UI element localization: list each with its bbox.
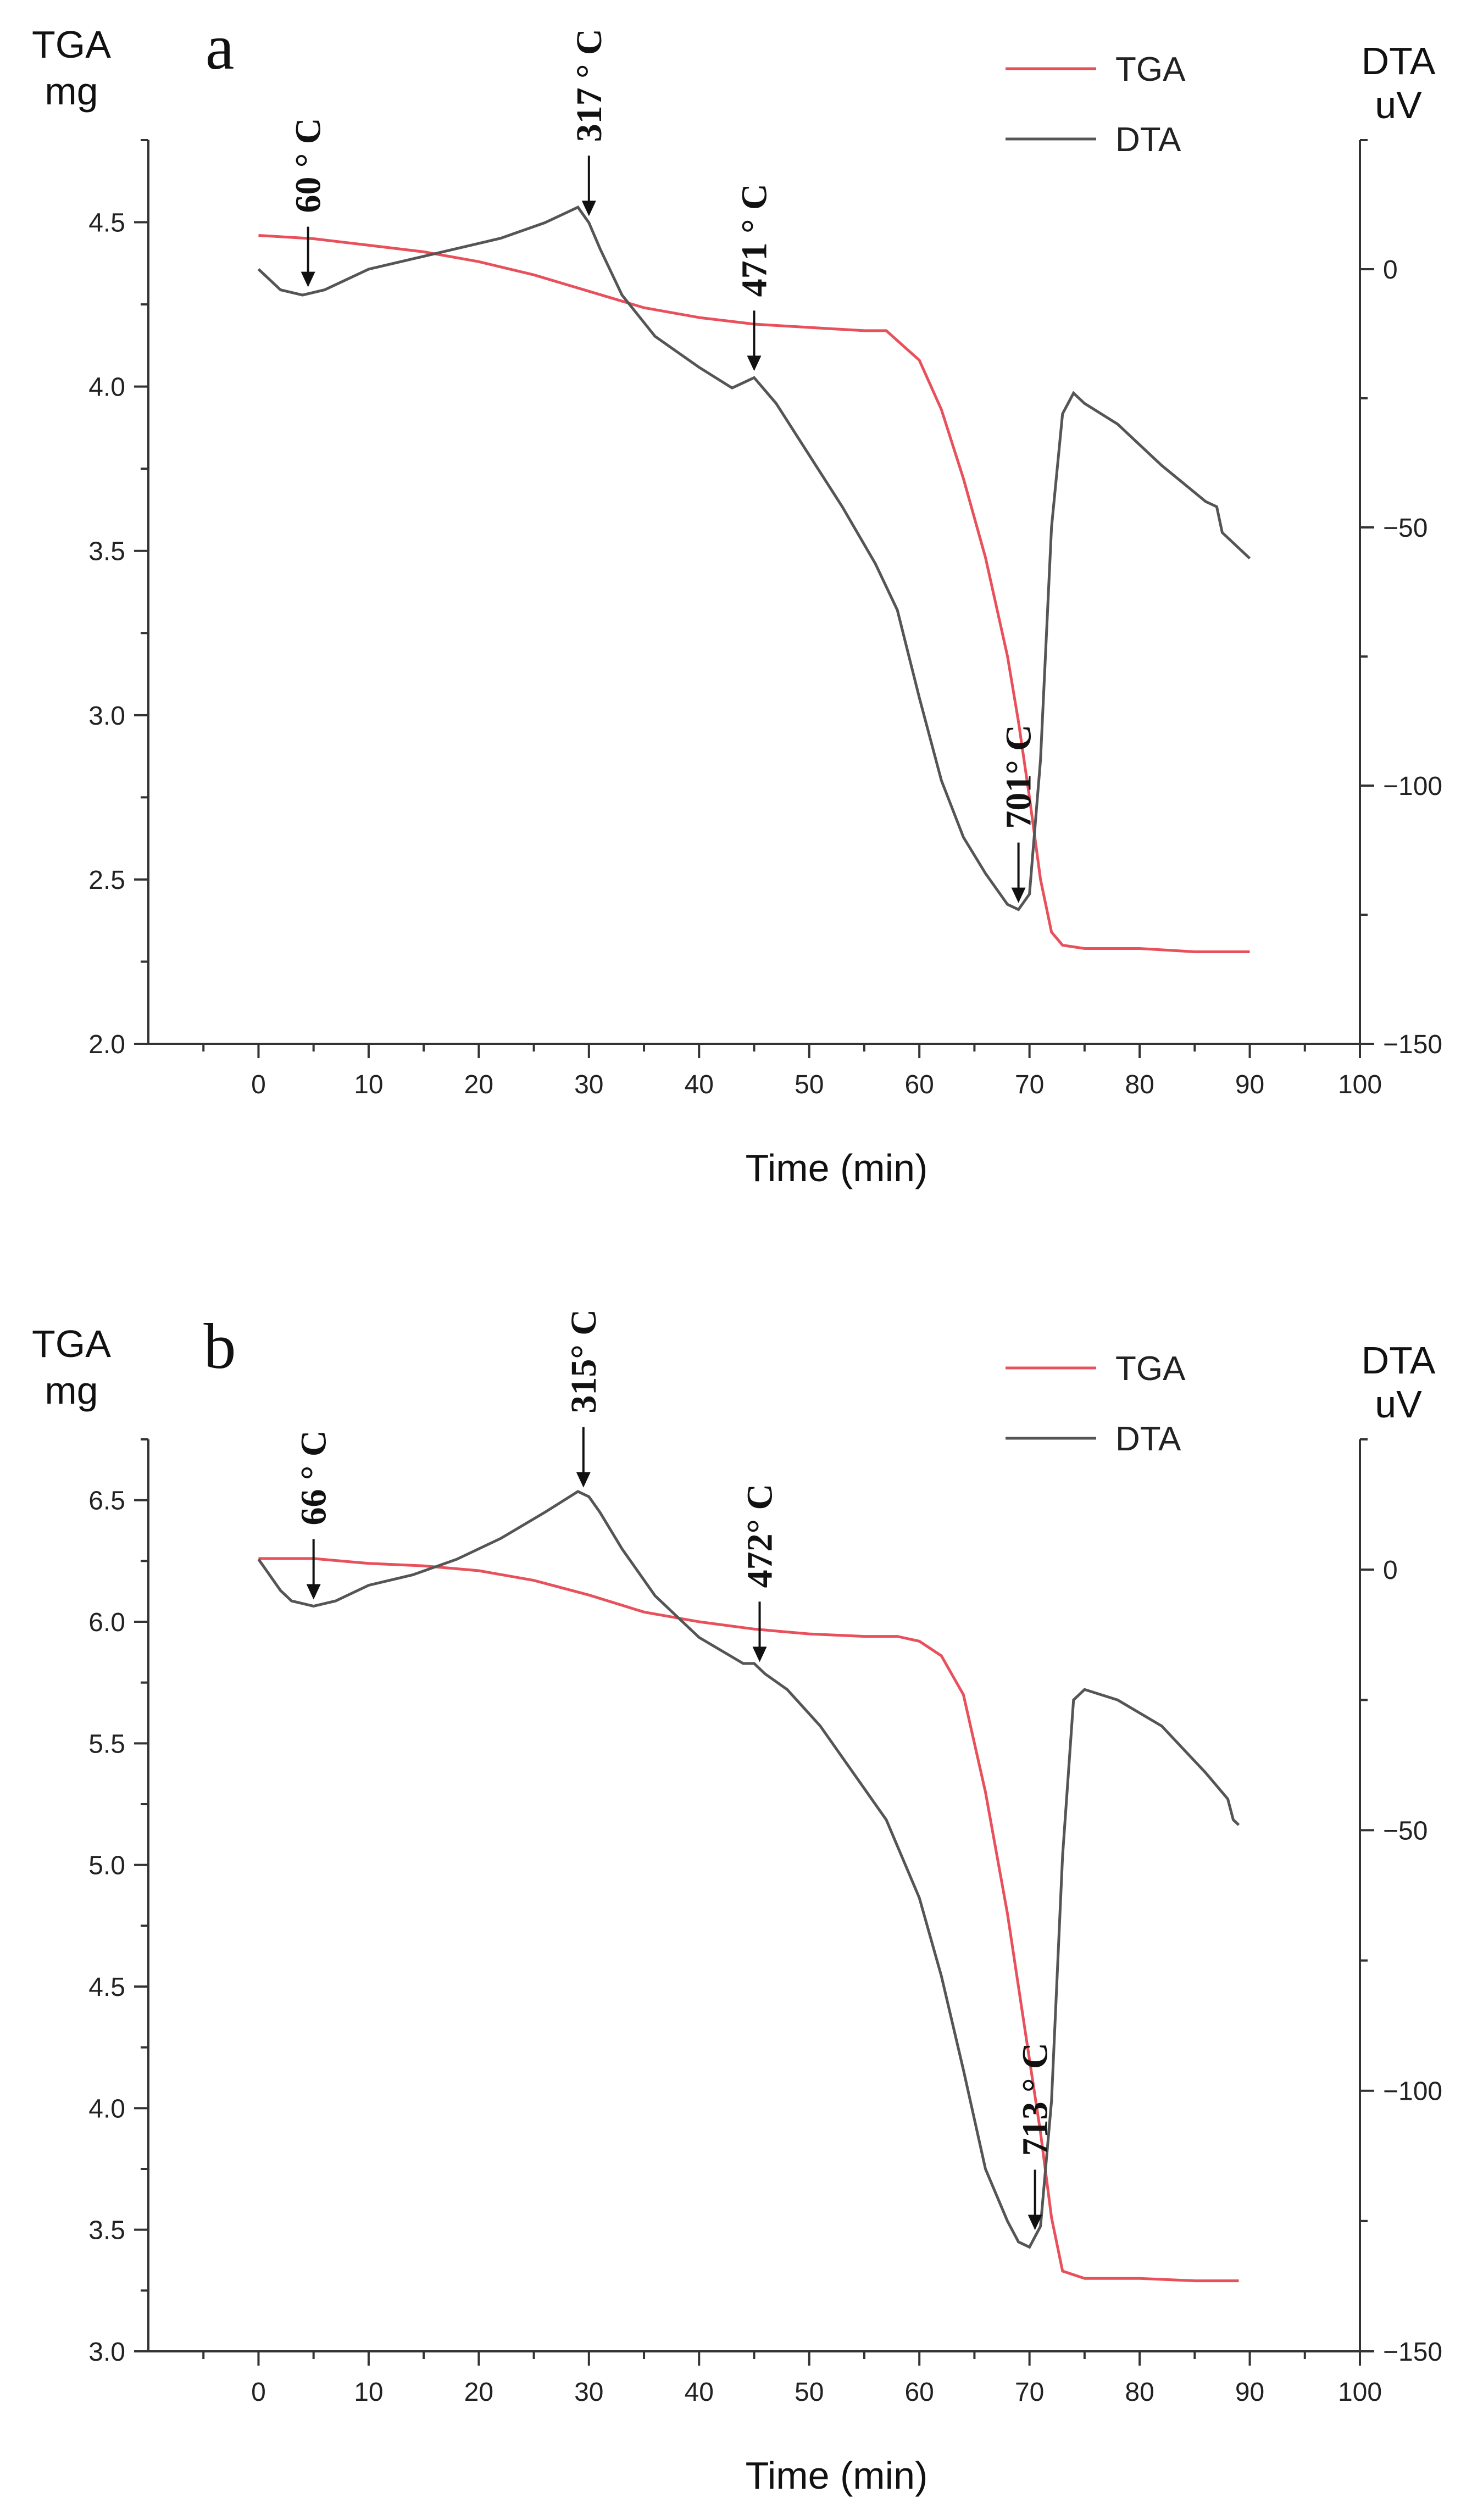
x-tick-label: 60: [904, 2378, 934, 2407]
y-tick-label: 3.5: [88, 2216, 125, 2245]
legend-label-dta: DTA: [1115, 121, 1181, 159]
y2-tick-label: 0: [1383, 255, 1398, 285]
x-tick-label: 20: [464, 2378, 493, 2407]
y2-tick-label: −100: [1383, 772, 1442, 801]
x-tick-label: 70: [1015, 1070, 1044, 1099]
x-tick-label: 100: [1338, 1070, 1382, 1099]
series-line-dta: [257, 205, 1251, 911]
annotation: 472° C: [740, 1484, 780, 1662]
x-tick-label: 10: [354, 1070, 383, 1099]
annotation-arrowhead: [576, 1472, 591, 1488]
annotation-arrowhead: [747, 355, 762, 371]
y-axis-title-line2: mg: [45, 70, 98, 113]
y-tick-label: 4.0: [88, 2094, 125, 2123]
series-line-dta: [257, 1490, 1240, 2249]
annotation-label: 315° C: [564, 1309, 604, 1414]
annotation-label: 713 ° C: [1015, 2043, 1056, 2156]
y2-tick-label: −150: [1383, 1030, 1442, 1059]
annotation-arrowhead: [301, 271, 315, 287]
x-tick-label: 90: [1235, 1070, 1264, 1099]
annotation: 60 ° C: [288, 118, 329, 287]
y-tick-label: 6.5: [88, 1487, 125, 1516]
x-axis-title: Time (min): [746, 1147, 928, 1189]
y2-tick-label: 0: [1383, 1556, 1398, 1585]
y2-axis-title-line2: uV: [1375, 1383, 1422, 1426]
y-tick-label: 6.0: [88, 1608, 125, 1637]
annotation-label: 66 ° C: [294, 1430, 334, 1525]
annotation-arrowhead: [1011, 887, 1026, 903]
y2-axis-title-line1: DTA: [1362, 40, 1436, 82]
panel-letter: a: [205, 11, 234, 83]
x-tick-label: 60: [904, 1070, 934, 1099]
y-tick-label: 2.0: [88, 1030, 125, 1059]
y2-tick-label: −150: [1383, 2338, 1442, 2367]
y2-axis-title-line1: DTA: [1362, 1339, 1436, 1382]
annotation-arrowhead: [1027, 2215, 1042, 2230]
y2-tick-label: −50: [1383, 1816, 1428, 1845]
legend-label-tga: TGA: [1115, 51, 1186, 88]
y-axis-title-line2: mg: [45, 1369, 98, 1412]
y-tick-label: 4.5: [88, 1973, 125, 2002]
annotation: 471 ° C: [735, 183, 775, 371]
legend-label-tga: TGA: [1115, 1350, 1186, 1388]
annotation-arrowhead: [581, 201, 596, 216]
y-tick-label: 3.0: [88, 2338, 125, 2367]
y2-tick-label: −50: [1383, 514, 1428, 543]
x-tick-label: 80: [1125, 2378, 1154, 2407]
x-tick-label: 30: [574, 1070, 603, 1099]
series-line-tga: [258, 234, 1250, 953]
x-tick-label: 40: [685, 2378, 714, 2407]
y2-tick-label: −100: [1383, 2077, 1442, 2106]
y-tick-label: 2.5: [88, 866, 125, 895]
annotation-arrowhead: [752, 1646, 767, 1662]
y-tick-label: 4.5: [88, 209, 125, 238]
x-tick-label: 40: [685, 1070, 714, 1099]
annotation-label: 472° C: [740, 1484, 780, 1588]
x-tick-label: 0: [251, 2378, 266, 2407]
annotation-label: 471 ° C: [735, 183, 775, 297]
x-tick-label: 10: [354, 2378, 383, 2407]
y-axis-title-line1: TGA: [32, 1322, 111, 1365]
y-tick-label: 5.0: [88, 1851, 125, 1881]
x-tick-label: 90: [1235, 2378, 1264, 2407]
annotation: 317 ° C: [569, 29, 609, 216]
x-tick-label: 50: [795, 2378, 824, 2407]
annotation-label: 317 ° C: [569, 29, 609, 142]
annotation: 713 ° C: [1015, 2043, 1056, 2230]
x-tick-label: 80: [1125, 1070, 1154, 1099]
y-tick-label: 4.0: [88, 373, 125, 402]
x-tick-label: 50: [795, 1070, 824, 1099]
panel-a: 0 10 20 30 40 50 60 70 80 90 100 2.0 2.5 3.0 3.5 4.0 4.5…: [32, 11, 1442, 1189]
annotation: 66 ° C: [294, 1430, 334, 1600]
legend-label-dta: DTA: [1115, 1420, 1181, 1458]
annotation-label: 60 ° C: [288, 118, 329, 213]
y-tick-label: 5.5: [88, 1729, 125, 1759]
x-tick-label: 0: [251, 1070, 266, 1099]
panel-letter: b: [204, 1310, 236, 1382]
annotation-label: 701° C: [999, 725, 1039, 829]
annotation: 701° C: [999, 725, 1039, 903]
annotation-arrowhead: [306, 1584, 321, 1600]
x-tick-label: 100: [1338, 2378, 1382, 2407]
y-tick-label: 3.0: [88, 702, 125, 731]
x-tick-label: 70: [1015, 2378, 1044, 2407]
panel-b: 0 10 20 30 40 50 60 70 80 90 100 3.0 3.5 4.0 4.5 5.0 5.5…: [32, 1309, 1442, 2497]
series-line-tga: [258, 1557, 1239, 2283]
y-tick-label: 3.5: [88, 537, 125, 566]
x-tick-label: 30: [574, 2378, 603, 2407]
x-axis-title: Time (min): [746, 2454, 928, 2497]
y-axis-title-line1: TGA: [32, 23, 111, 66]
y2-axis-title-line2: uV: [1375, 84, 1422, 126]
annotation: 315° C: [564, 1309, 604, 1488]
x-tick-label: 20: [464, 1070, 493, 1099]
